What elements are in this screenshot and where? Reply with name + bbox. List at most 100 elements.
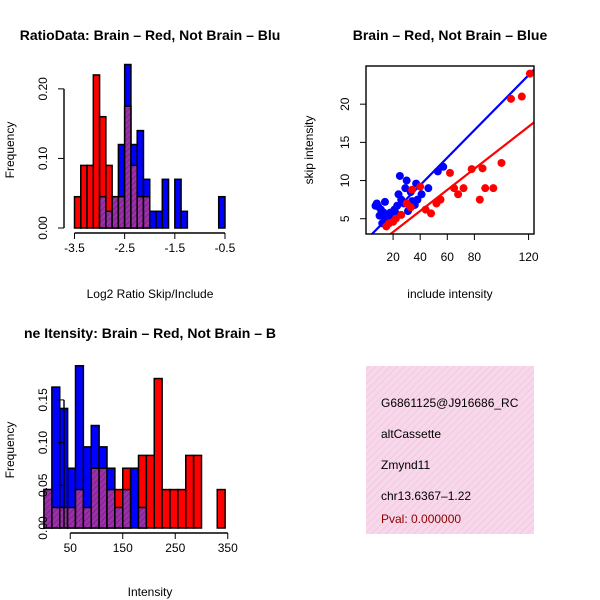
scatter-point-brain — [450, 184, 459, 193]
ratio-hist-y-tick-label: 0.20 — [36, 77, 50, 101]
ratio-histogram-y-label: Frequency — [3, 122, 17, 179]
scatter-point-brain — [467, 165, 476, 174]
ratio-histogram-title: RatioData: Brain – Red, Not Brain – Blu — [20, 27, 281, 43]
scatter-plot-frame — [365, 65, 535, 235]
ratio-hist-bar-overlap — [98, 195, 107, 229]
scatter-point-brain — [489, 184, 498, 193]
intensity-hist-bar-brain — [145, 454, 155, 529]
scatter-point-brain — [432, 199, 441, 208]
scatter-point-brain — [497, 158, 506, 167]
info-event-type: altCassette — [381, 427, 441, 441]
intensity-histogram-y-label: Frequency — [3, 422, 17, 479]
scatter-point-not-brain — [380, 197, 389, 206]
intensity-hist-bar-brain — [177, 488, 187, 529]
ratio-hist-bar-not-brain — [174, 178, 182, 229]
intensity-hist-y-tick-label: 0.00 — [36, 516, 50, 540]
scatter-point-not-brain — [371, 201, 380, 210]
ratio-hist-bar-not-brain — [148, 210, 157, 229]
intensity-hist-bar-overlap — [90, 467, 100, 529]
scatter-y-tick-label: 20 — [338, 97, 352, 111]
intensity-hist-y-tick-label: 0.10 — [36, 431, 50, 455]
intensity-hist-bar-overlap — [137, 506, 148, 529]
ratio-hist-bar-overlap — [117, 195, 126, 229]
scatter-y-label: skip intensity — [302, 116, 316, 185]
ratio-hist-x-tick-label: -3.5 — [64, 241, 85, 255]
scatter-point-not-brain — [424, 184, 433, 193]
intensity-hist-y-tick-label: 0.15 — [36, 388, 50, 412]
ratio-histogram-x-label: Log2 Ratio Skip/Include — [87, 287, 214, 301]
scatter-fit-line-brain — [388, 121, 534, 234]
scatter-point-brain — [517, 92, 526, 101]
scatter-point-brain — [446, 168, 454, 177]
intensity-hist-bar-overlap — [98, 467, 108, 529]
scatter-point-not-brain — [439, 162, 448, 171]
intensity-hist-bar-brain — [161, 488, 171, 529]
scatter-x-tick-label: 80 — [468, 250, 482, 264]
intensity-hist-x-tick-label: 50 — [64, 541, 78, 555]
intensity-scatter: Brain – Red, Not Brain – Blue include in… — [302, 27, 547, 301]
ratio-hist-bar-brain — [73, 195, 82, 229]
scatter-y-tick-label: 15 — [338, 135, 352, 149]
intensity-hist-bar-overlap — [51, 506, 61, 529]
scatter-point-brain — [481, 184, 490, 193]
scatter-point-brain — [525, 69, 534, 78]
scatter-point-not-brain — [401, 184, 410, 193]
intensity-histogram-title: ne Itensity: Brain – Red, Not Brain – B — [24, 325, 276, 341]
intensity-hist-bar-overlap — [106, 488, 116, 529]
intensity-hist-bar-brain — [185, 454, 195, 529]
scatter-point-not-brain — [402, 176, 411, 185]
intensity-histogram: ne Itensity: Brain – Red, Not Brain – B … — [3, 325, 276, 599]
intensity-hist-bar-brain — [216, 488, 226, 529]
scatter-title: Brain – Red, Not Brain – Blue — [353, 27, 548, 43]
ratio-hist-bar-overlap — [142, 195, 151, 229]
intensity-hist-bar-brain — [169, 488, 179, 529]
scatter-point-brain — [416, 182, 425, 191]
scatter-y-tick-label: 10 — [338, 174, 352, 188]
ratio-hist-x-tick-label: -0.5 — [215, 241, 236, 255]
info-gene-name: Zmynd11 — [381, 458, 430, 472]
ratio-hist-y-tick-label: 0.00 — [36, 216, 50, 240]
intensity-hist-bar-overlap — [82, 506, 92, 529]
intensity-hist-x-tick-label: 250 — [165, 541, 185, 555]
scatter-x-tick-label: 20 — [386, 250, 400, 264]
ratio-hist-bar-overlap — [111, 195, 120, 229]
scatter-point-brain — [459, 184, 468, 193]
intensity-hist-bar-overlap — [74, 488, 85, 529]
info-location: chr13.6367–1.22 — [381, 489, 471, 503]
ratio-histogram: RatioData: Brain – Red, Not Brain – Blu … — [3, 27, 280, 301]
scatter-point-brain — [408, 185, 417, 194]
scatter-point-not-brain — [433, 167, 442, 176]
intensity-hist-x-tick-label: 150 — [113, 541, 133, 555]
ratio-hist-bar-overlap — [130, 164, 138, 229]
info-probe-id: G6861125@J916686_RC — [381, 396, 519, 410]
intensity-hist-bar-brain — [153, 377, 163, 529]
scatter-point-brain — [421, 205, 430, 214]
intensity-hist-bar-not-brain — [129, 467, 140, 529]
ratio-hist-bar-overlap — [136, 195, 145, 229]
ratio-hist-x-tick-label: -2.5 — [114, 241, 135, 255]
ratio-hist-bar-overlap — [105, 210, 113, 229]
ratio-hist-x-tick-label: -1.5 — [164, 241, 185, 255]
info-panel: G6861125@J916686_RC altCassette Zmynd11 … — [366, 366, 534, 534]
intensity-histogram-x-label: Intensity — [128, 585, 173, 599]
ratio-hist-bar-overlap — [123, 105, 132, 229]
scatter-point-not-brain — [395, 171, 404, 180]
scatter-point-not-brain — [394, 190, 403, 199]
scatter-point-brain — [454, 190, 463, 199]
scatter-x-tick-label: 60 — [441, 250, 455, 264]
ratio-hist-bar-brain — [80, 164, 88, 229]
scatter-point-brain — [475, 195, 484, 204]
ratio-hist-bar-not-brain — [161, 178, 170, 229]
ratio-hist-bar-brain — [92, 74, 101, 229]
scatter-point-brain — [382, 222, 391, 231]
scatter-plot-area — [370, 68, 534, 234]
ratio-hist-y-tick-label: 0.10 — [36, 146, 50, 170]
scatter-x-label: include intensity — [407, 287, 492, 301]
scatter-point-brain — [402, 199, 411, 208]
scatter-x-tick-label: 120 — [519, 250, 539, 264]
intensity-hist-bar-overlap — [114, 506, 124, 529]
scatter-point-not-brain — [375, 211, 384, 220]
ratio-hist-bar-not-brain — [217, 195, 226, 229]
